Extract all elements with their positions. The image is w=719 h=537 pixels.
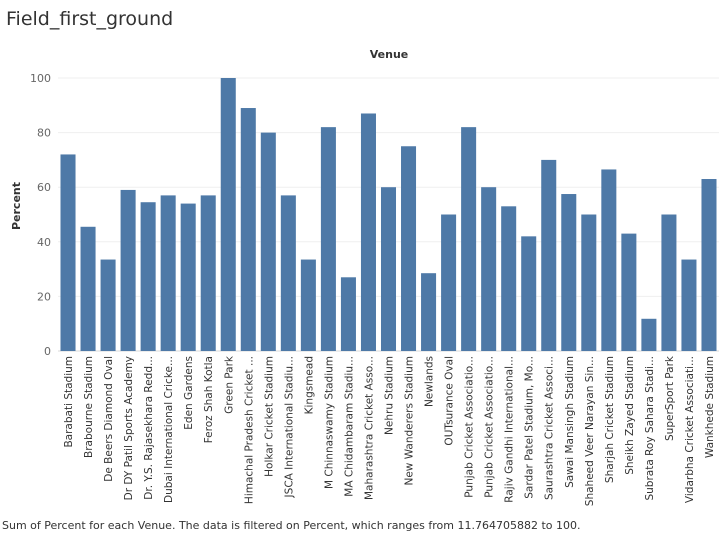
x-category-label: Dr DY Patil Sports Academy [123, 356, 135, 500]
bar[interactable] [320, 127, 336, 351]
x-category-label: Kingsmead [303, 356, 315, 414]
bar[interactable] [581, 214, 597, 352]
x-category-label: De Beers Diamond Oval [103, 356, 115, 482]
bars [60, 78, 717, 352]
x-category-label: Sawai Mansingh Stadium [564, 356, 576, 488]
x-category-label: JSCA International Stadiu... [283, 356, 295, 498]
x-category-label: Wankhede Stadium [704, 356, 716, 458]
x-category-label: Sharjah Cricket Stadium [604, 356, 616, 483]
bar[interactable] [501, 206, 517, 351]
bar[interactable] [220, 78, 236, 351]
x-category-label: Feroz Shah Kotla [203, 356, 215, 443]
bar[interactable] [200, 195, 216, 351]
bar[interactable] [621, 233, 637, 351]
bar[interactable] [441, 214, 457, 352]
y-tick-label: 80 [37, 127, 51, 140]
bar[interactable] [601, 169, 617, 351]
x-category-label: M Chinnaswamy Stadium [323, 356, 335, 489]
y-tick-label: 0 [44, 345, 51, 358]
x-category-label: Newlands [424, 356, 436, 407]
x-category-label: Nehru Stadium [384, 356, 396, 435]
x-category-label: Shaheed Veer Narayan Sin... [584, 356, 596, 506]
bar[interactable] [380, 187, 397, 351]
bar[interactable] [140, 202, 156, 351]
bar[interactable] [561, 194, 577, 351]
x-axis-title: Venue [370, 48, 409, 61]
y-tick-label: 40 [37, 236, 51, 249]
x-category-label: Rajiv Gandhi International... [504, 356, 516, 503]
x-category-label: Vidarbha Cricket Associati... [684, 356, 696, 503]
x-category-label: MA Chidambaram Stadiu... [343, 356, 355, 497]
x-category-label: Dubai International Cricke... [163, 356, 175, 503]
x-category-label: Sheikh Zayed Stadium [624, 356, 636, 475]
y-axis-title: Percent [10, 182, 23, 230]
x-category-label: Holkar Cricket Stadium [263, 356, 275, 477]
bar[interactable] [240, 108, 256, 351]
chart-caption: Sum of Percent for each Venue. The data … [2, 519, 581, 532]
y-tick-label: 100 [30, 72, 51, 85]
y-tick-labels: 0 20 40 60 80 100 [30, 72, 51, 358]
bar[interactable] [421, 273, 437, 351]
bar[interactable] [461, 127, 477, 351]
bar[interactable] [401, 146, 417, 351]
bar[interactable] [260, 132, 276, 351]
bar[interactable] [120, 189, 136, 351]
x-category-label: Barabati Stadium [63, 356, 75, 448]
x-category-label: Subrata Roy Sahara Stadi... [644, 356, 656, 501]
x-category-label: Eden Gardens [183, 356, 195, 430]
bar[interactable] [641, 318, 657, 351]
bar[interactable] [481, 187, 497, 351]
x-category-label: OUTsurance Oval [444, 356, 456, 446]
x-category-label: Saurashtra Cricket Associ... [544, 356, 556, 500]
y-tick-label: 60 [37, 181, 51, 194]
x-category-label: Sardar Patel Stadium, Mo... [524, 356, 536, 499]
y-tick-label: 20 [37, 290, 51, 303]
bar[interactable] [60, 154, 76, 351]
bar[interactable] [280, 195, 296, 351]
x-category-labels: Barabati Stadium Brabourne Stadium De Beer… [63, 355, 716, 506]
x-category-label: Punjab Cricket Associatio... [484, 356, 496, 498]
x-category-label: Brabourne Stadium [83, 356, 95, 458]
bar[interactable] [300, 259, 316, 351]
bar[interactable] [661, 214, 677, 352]
bar[interactable] [360, 113, 376, 352]
x-category-label: New Wanderers Stadium [404, 356, 416, 486]
bar[interactable] [80, 226, 96, 351]
bar[interactable] [541, 159, 557, 351]
bar[interactable] [180, 203, 196, 351]
worksheet-title: Field_first_ground [6, 8, 174, 30]
bar[interactable] [701, 179, 717, 351]
bar[interactable] [100, 259, 116, 351]
x-category-label: Punjab Cricket Associatio... [464, 356, 476, 498]
x-category-label: Maharashtra Cricket Asso... [363, 356, 375, 500]
bar[interactable] [521, 236, 537, 351]
bar[interactable] [681, 259, 697, 351]
bar[interactable] [160, 195, 176, 351]
x-category-label: Himachal Pradesh Cricket ... [243, 356, 255, 504]
x-category-label: Green Park [223, 355, 235, 414]
bar[interactable] [340, 277, 356, 351]
x-category-label: Dr. Y.S. Rajasekhara Redd... [143, 356, 155, 500]
x-category-label: SuperSport Park [664, 355, 676, 441]
